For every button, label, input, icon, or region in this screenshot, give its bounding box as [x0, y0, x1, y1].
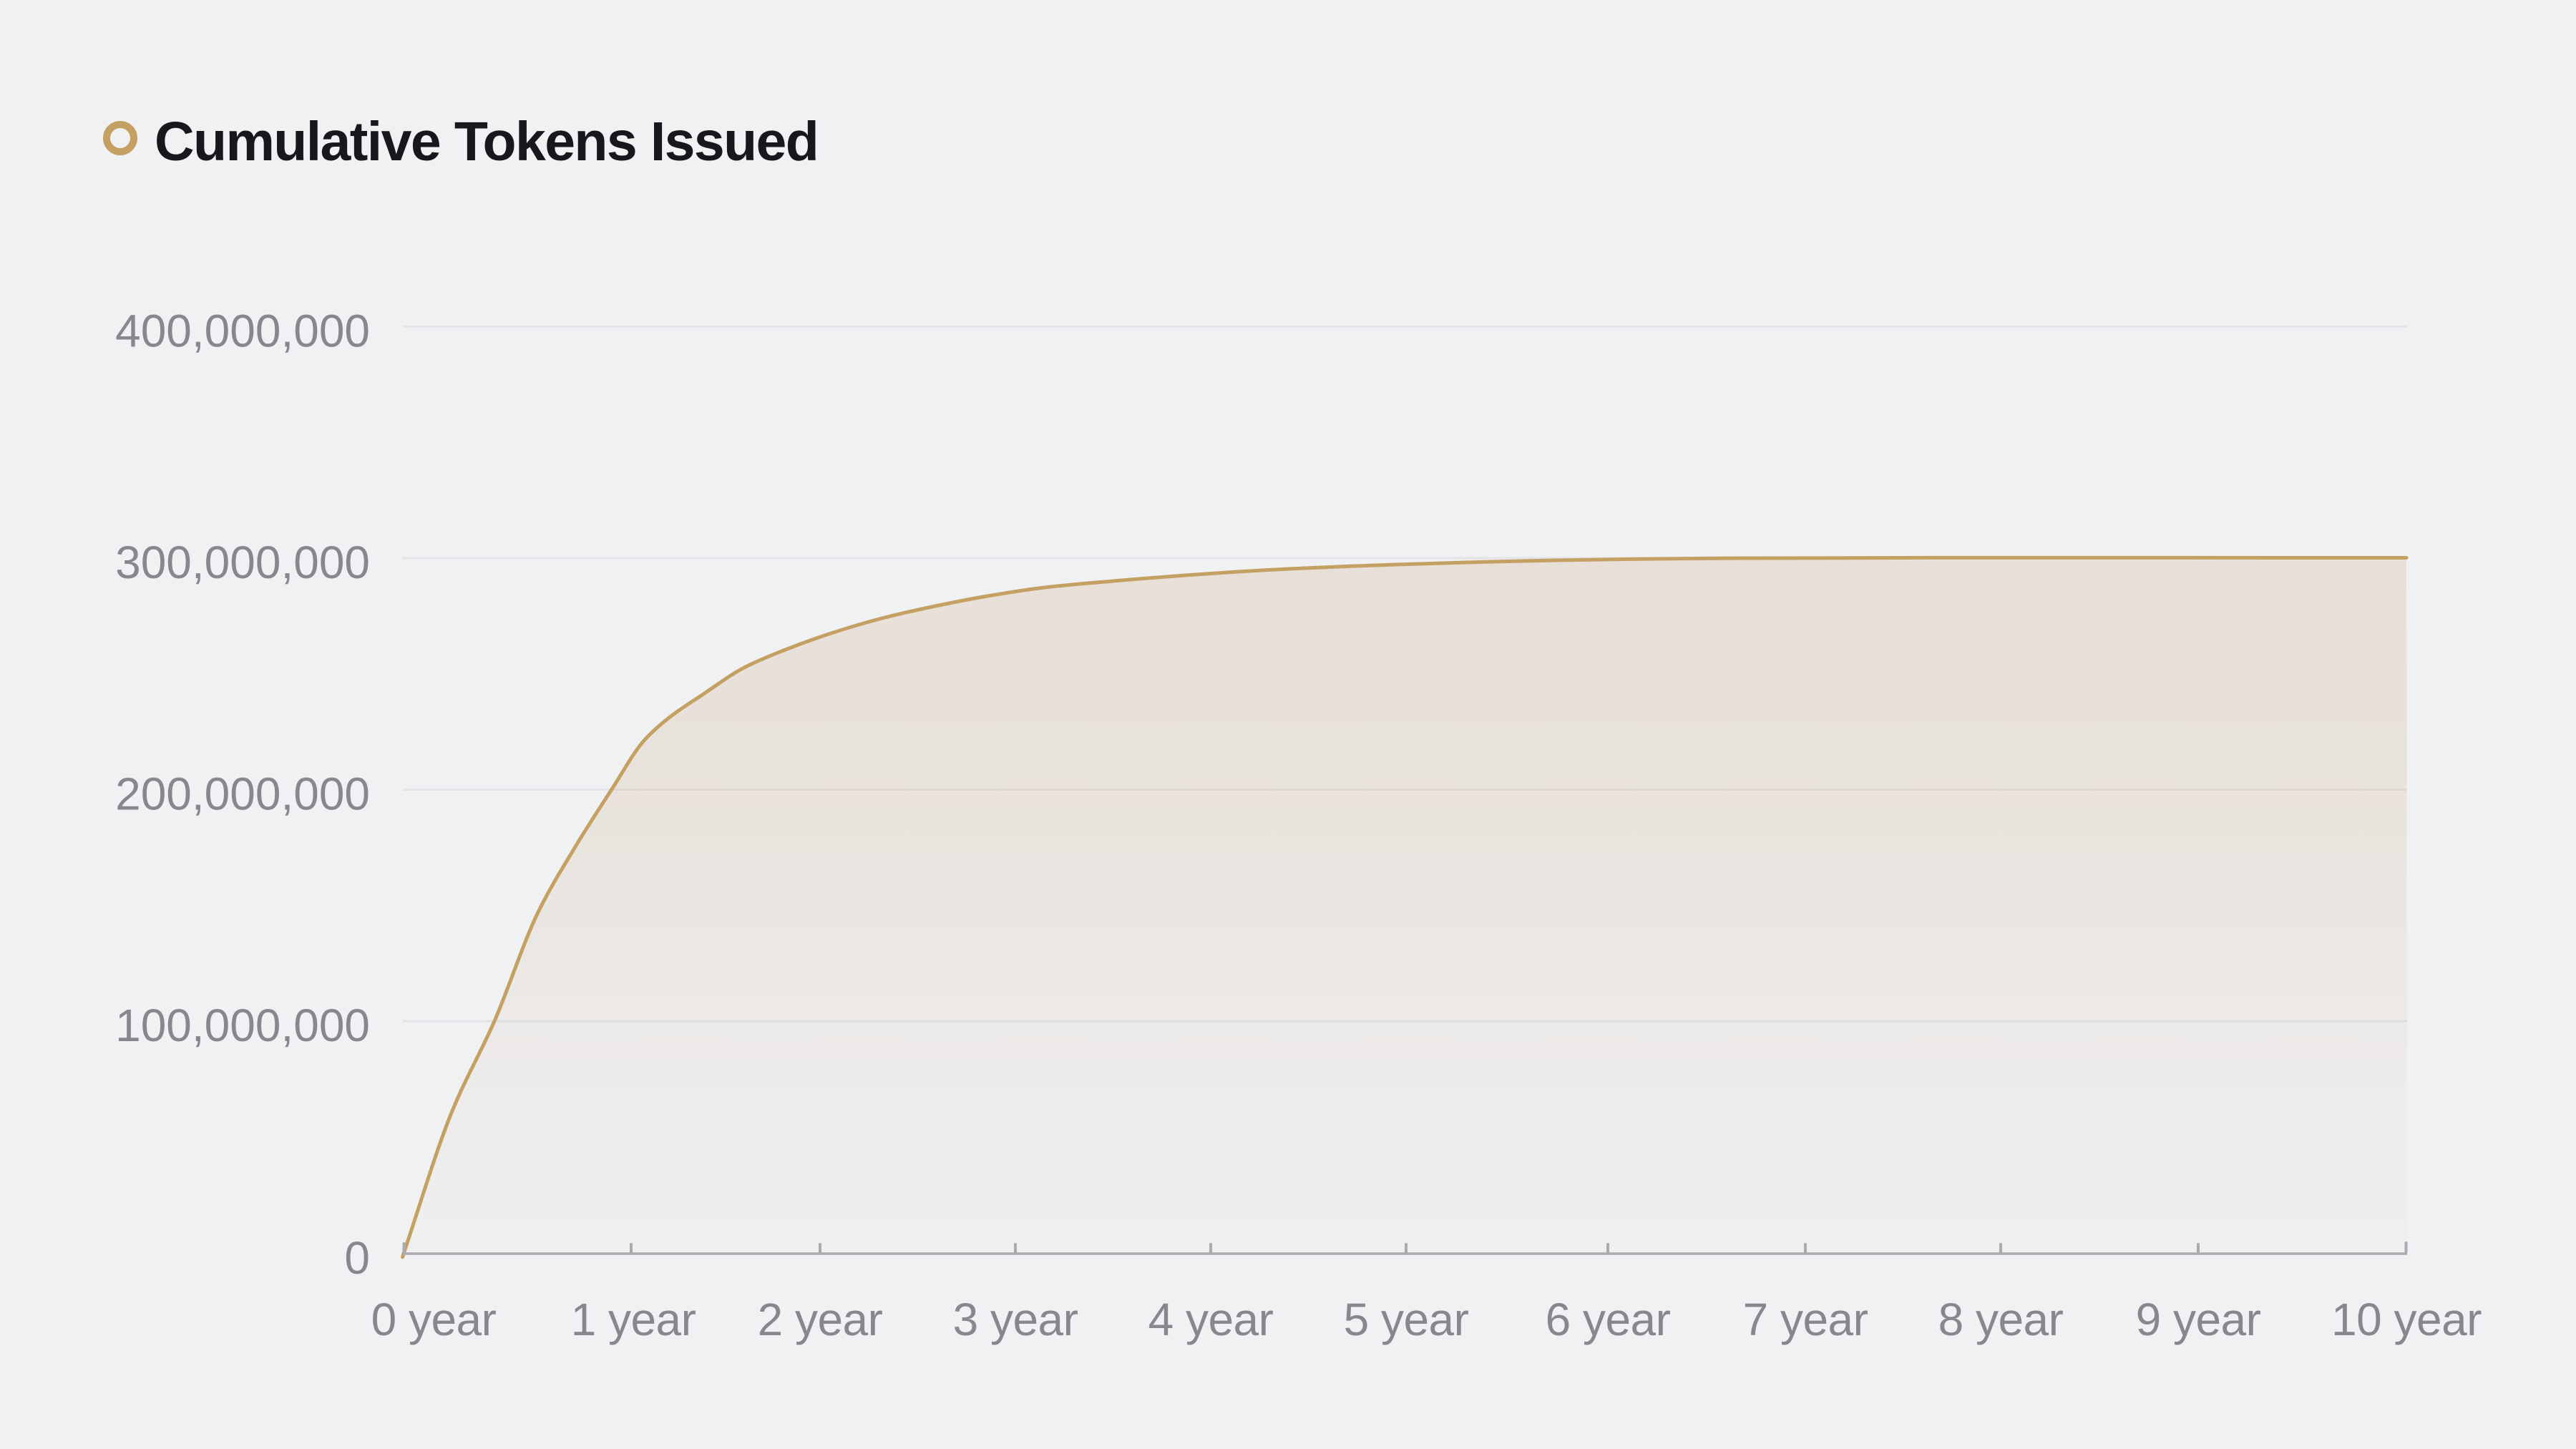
- svg-text:0 year: 0 year: [371, 1294, 497, 1345]
- svg-text:2 year: 2 year: [758, 1294, 883, 1345]
- svg-text:Cumulative Tokens Issued: Cumulative Tokens Issued: [155, 111, 818, 172]
- svg-text:3 year: 3 year: [953, 1294, 1078, 1345]
- svg-text:0: 0: [344, 1232, 370, 1284]
- svg-text:4 year: 4 year: [1148, 1294, 1274, 1345]
- svg-text:8 year: 8 year: [1938, 1294, 2064, 1345]
- svg-text:5 year: 5 year: [1344, 1294, 1469, 1345]
- svg-text:200,000,000: 200,000,000: [115, 769, 370, 820]
- svg-text:300,000,000: 300,000,000: [115, 537, 370, 588]
- svg-text:10 year: 10 year: [2331, 1294, 2482, 1345]
- svg-text:400,000,000: 400,000,000: [115, 306, 370, 357]
- svg-text:100,000,000: 100,000,000: [115, 1000, 370, 1051]
- svg-text:1 year: 1 year: [571, 1294, 696, 1345]
- svg-text:7 year: 7 year: [1743, 1294, 1868, 1345]
- svg-text:9 year: 9 year: [2136, 1294, 2261, 1345]
- svg-text:6 year: 6 year: [1546, 1294, 1671, 1345]
